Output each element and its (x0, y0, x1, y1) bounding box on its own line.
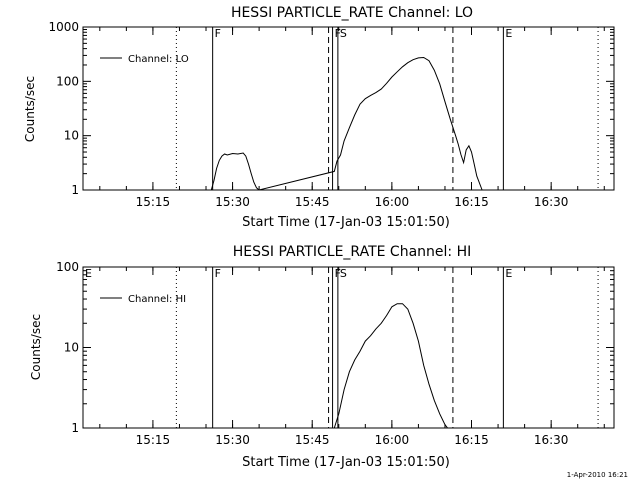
panel-hi-xtick-label-4: 16:15 (454, 433, 489, 447)
panel-hi-ytick-label-2: 100 (56, 260, 79, 274)
panel-hi-legend-label: Channel: HI (128, 294, 186, 305)
panel-lo-xlabel: Start Time (17-Jan-03 15:01:50) (242, 215, 450, 230)
panel-hi-xtick-label-3: 16:00 (375, 433, 410, 447)
panel-hi-ylabel: Counts/sec (29, 314, 43, 380)
panel-hi-series-line-0 (333, 303, 448, 429)
panel-hi-ytick-label-1: 10 (64, 341, 79, 355)
panel-lo-xtick-label-2: 15:45 (295, 195, 330, 209)
panel-hi-series (333, 303, 448, 429)
panel-lo-legend-label: Channel: LO (128, 54, 189, 65)
panel-lo-vertical-lines (175, 27, 599, 190)
panel-lo-xtick-label-5: 16:30 (534, 195, 569, 209)
panel-lo-xtick-label-1: 15:30 (215, 195, 250, 209)
panel-hi-marker-label-2: F (335, 267, 341, 280)
panel-lo-ylabel: Counts/sec (23, 76, 37, 142)
panel-hi-plot-frame (82, 266, 615, 429)
panel-lo: HESSI PARTICLE_RATE Channel: LO Start Ti… (23, 5, 615, 230)
panel-hi-title: HESSI PARTICLE_RATE Channel: HI (233, 244, 471, 260)
panel-lo-x-axis: 15:15 15:30 15:45 16:00 16:15 16:30 (99, 27, 605, 209)
panel-lo-xtick-label-4: 16:15 (454, 195, 489, 209)
panel-lo-series (210, 56, 483, 191)
panel-hi-xtick-label-2: 15:45 (295, 433, 330, 447)
panel-lo-ytick-label-1: 10 (64, 129, 79, 143)
panel-lo-marker-label-1: F (335, 27, 341, 40)
panel-lo-xtick-label-3: 16:00 (375, 195, 410, 209)
panel-hi: HESSI PARTICLE_RATE Channel: HI Start Ti… (29, 244, 615, 470)
panel-lo-xtick-label-0: 15:15 (136, 195, 171, 209)
panel-hi-marker-label-3: S (340, 267, 347, 280)
panel-hi-xtick-label-5: 16:30 (534, 433, 569, 447)
panel-hi-marker-label-0: E (85, 267, 92, 280)
panel-hi-ytick-label-0: 1 (71, 421, 79, 435)
panel-lo-legend: Channel: LO (100, 54, 189, 65)
panel-hi-markers: E F FS E (85, 267, 512, 280)
panel-hi-y-axis: 1 10 100 (56, 260, 614, 435)
panel-hi-vertical-lines (175, 267, 599, 428)
panel-lo-markers: F FS E (215, 27, 513, 40)
panel-lo-ytick-label-0: 1 (71, 183, 79, 197)
panel-lo-ytick-label-2: 100 (56, 74, 79, 88)
panel-lo-marker-label-3: E (505, 27, 512, 40)
panel-lo-series-line-0 (210, 56, 483, 191)
panel-hi-xtick-label-0: 15:15 (136, 433, 171, 447)
panel-lo-title: HESSI PARTICLE_RATE Channel: LO (231, 5, 473, 21)
panel-lo-ytick-label-3: 1000 (48, 20, 79, 34)
panel-hi-x-axis: 15:15 15:30 15:45 16:00 16:15 16:30 (99, 267, 605, 447)
footer-timestamp: 1-Apr-2010 16:21 (567, 471, 628, 479)
panel-lo-marker-label-2: S (340, 27, 347, 40)
panel-lo-y-axis: 1 10 100 1000 (48, 20, 614, 197)
panel-hi-marker-label-4: E (505, 267, 512, 280)
panel-lo-marker-label-0: F (215, 27, 221, 40)
panel-lo-plot-frame (82, 26, 615, 191)
panel-hi-legend: Channel: HI (100, 294, 186, 305)
panel-hi-xtick-label-1: 15:30 (215, 433, 250, 447)
panel-hi-marker-label-1: F (215, 267, 221, 280)
panel-hi-xlabel: Start Time (17-Jan-03 15:01:50) (242, 455, 450, 470)
